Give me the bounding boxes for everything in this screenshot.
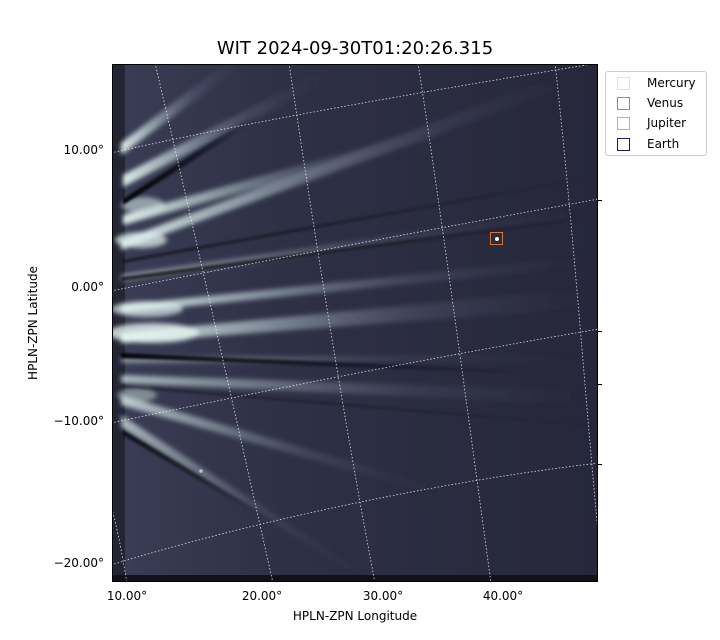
right-axis-tick	[598, 200, 602, 201]
legend-swatch	[617, 116, 630, 130]
x-axis-label: HPLN-ZPN Longitude	[292, 609, 418, 623]
right-axis-tick	[598, 464, 602, 465]
heliospheric-image	[113, 65, 597, 581]
x-tick-label: 30.00°	[362, 589, 404, 603]
right-axis-tick	[598, 331, 602, 332]
grid-longitude-line	[113, 511, 128, 581]
streamer-ray	[121, 255, 597, 313]
grid-longitude-line	[155, 65, 273, 581]
legend-item-venus[interactable]: Venus	[617, 95, 683, 111]
streamer-ray	[123, 75, 328, 187]
streamer-ray	[121, 287, 597, 343]
grid-latitude-line	[113, 65, 590, 153]
y-axis-label: HPLN-ZPN Latitude	[26, 266, 40, 380]
grid-longitude-line	[417, 65, 492, 581]
y-tick-label: −20.00°	[53, 556, 104, 570]
streamer-ray	[121, 395, 443, 497]
x-tick-label: 40.00°	[482, 589, 524, 603]
legend-swatch	[617, 137, 630, 151]
legend-swatch	[617, 96, 630, 110]
x-tick-label: 10.00°	[106, 589, 148, 603]
x-tick-label: 20.00°	[241, 589, 283, 603]
legend-item-jupiter[interactable]: Jupiter	[617, 115, 686, 131]
dark-lane	[123, 115, 258, 205]
plot-title: WIT 2024-09-30T01:20:26.315	[216, 38, 494, 59]
legend-label: Mercury	[647, 76, 696, 90]
dark-lane	[123, 430, 283, 529]
grid-longitude-line	[288, 65, 376, 581]
grid-longitude-line	[554, 65, 597, 526]
y-tick-label: 10.00°	[63, 143, 104, 157]
legend-item-mercury[interactable]: Mercury	[617, 75, 696, 91]
legend: Mercury Venus Jupiter Earth	[605, 71, 707, 156]
planet-dot	[495, 237, 499, 241]
legend-swatch	[617, 76, 630, 90]
dark-lane	[121, 215, 597, 281]
dark-lane	[121, 385, 597, 427]
streamer-ray	[121, 65, 243, 155]
left-dark-edge	[113, 65, 125, 581]
venus-marker[interactable]	[490, 232, 503, 245]
streamer-glow	[113, 323, 199, 343]
streamer-glow	[113, 301, 183, 317]
streamer-ray	[123, 125, 463, 225]
coordinate-grid	[113, 65, 597, 581]
dark-lane	[121, 353, 533, 374]
legend-item-earth[interactable]: Earth	[617, 136, 679, 152]
dark-lane	[123, 175, 597, 263]
bottom-dark-band	[113, 575, 597, 581]
y-tick-label: 0.00°	[71, 280, 104, 294]
streamer-ray	[121, 415, 367, 581]
legend-label: Jupiter	[647, 116, 687, 130]
streamer-glow	[117, 388, 157, 402]
small-bright-spot	[199, 469, 203, 473]
streamer-ray	[121, 375, 597, 405]
legend-label: Earth	[647, 137, 680, 151]
dark-lanes	[121, 115, 597, 529]
y-tick-label: −10.00°	[53, 414, 104, 428]
streamer-glow	[115, 232, 167, 248]
streamer-ray	[121, 85, 573, 250]
streamer-glow	[121, 197, 165, 213]
legend-label: Venus	[647, 96, 684, 110]
plot-area[interactable]	[112, 64, 598, 582]
grid-latitude-line	[113, 462, 597, 565]
right-axis-tick	[598, 384, 602, 385]
